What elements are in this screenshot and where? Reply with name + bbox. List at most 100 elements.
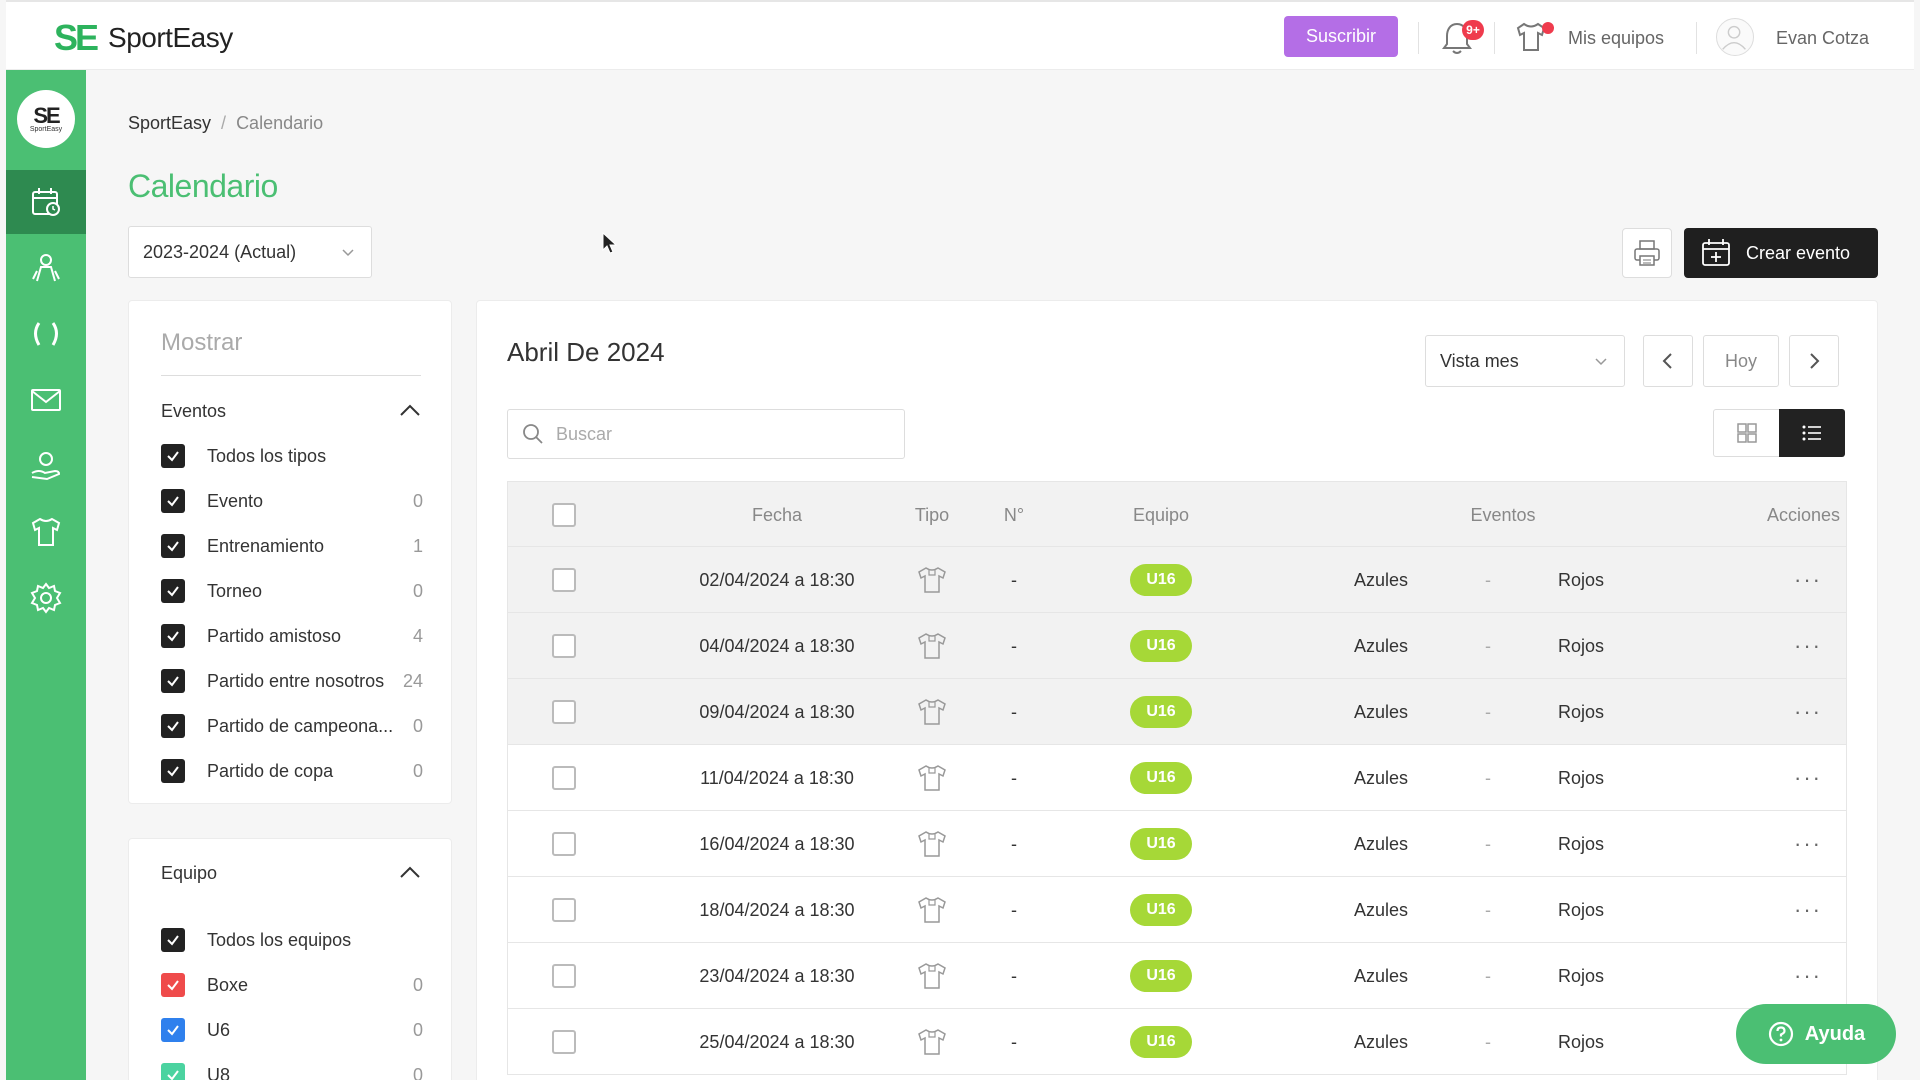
chevron-up-icon[interactable] xyxy=(399,865,421,879)
checkbox-checked[interactable] xyxy=(161,624,185,648)
brand-logo[interactable]: SE SportEasy xyxy=(54,20,233,56)
select-all-checkbox[interactable] xyxy=(552,503,576,527)
sidebar-item-payments[interactable] xyxy=(6,434,86,498)
checkbox-checked[interactable] xyxy=(161,489,185,513)
event-number: - xyxy=(1011,767,1017,788)
search-input[interactable] xyxy=(556,423,876,445)
help-button[interactable]: Ayuda xyxy=(1736,1004,1896,1064)
filter-event-tournament[interactable]: Torneo 0 xyxy=(161,578,423,604)
checkbox-checked[interactable] xyxy=(161,1063,185,1080)
user-name[interactable]: Evan Cotza xyxy=(1776,28,1870,48)
more-actions-icon[interactable]: ··· xyxy=(1794,633,1822,658)
row-checkbox[interactable] xyxy=(552,634,576,658)
filter-team-u8[interactable]: U8 0 xyxy=(161,1062,423,1080)
row-checkbox[interactable] xyxy=(552,700,576,724)
view-select[interactable]: Vista mes xyxy=(1425,335,1625,387)
breadcrumb-current: Calendario xyxy=(236,113,324,133)
team-badge: U16 xyxy=(1130,1026,1192,1058)
checkbox-checked[interactable] xyxy=(161,534,185,558)
row-checkbox[interactable] xyxy=(552,832,576,856)
grid-view-button[interactable] xyxy=(1713,409,1781,457)
event-date[interactable]: 11/04/2024 a 18:30 xyxy=(700,767,854,788)
row-checkbox[interactable] xyxy=(552,766,576,790)
checkbox-checked[interactable] xyxy=(161,928,185,952)
print-button[interactable] xyxy=(1622,228,1672,278)
more-actions-icon[interactable]: ··· xyxy=(1794,897,1822,922)
sidebar-item-team[interactable] xyxy=(6,500,86,564)
row-select-cell xyxy=(552,679,576,745)
checkbox-checked[interactable] xyxy=(161,1018,185,1042)
previous-month-button[interactable] xyxy=(1643,335,1693,387)
chevron-right-icon xyxy=(1810,353,1820,369)
today-button[interactable]: Hoy xyxy=(1703,335,1779,387)
filter-event-evento[interactable]: Evento 0 xyxy=(161,488,423,514)
table-row[interactable]: 18/04/2024 a 18:30 - U16 Azules - Rojos ··· xyxy=(507,877,1847,943)
more-actions-icon[interactable]: ··· xyxy=(1794,567,1822,592)
checkbox-checked[interactable] xyxy=(161,669,185,693)
filter-team-boxe[interactable]: Boxe 0 xyxy=(161,972,423,998)
checkbox-checked[interactable] xyxy=(161,444,185,468)
my-teams-link[interactable]: Mis equipos xyxy=(1568,28,1665,48)
table-row[interactable]: 23/04/2024 a 18:30 - U16 Azules - Rojos ··· xyxy=(507,943,1847,1009)
breadcrumb-root[interactable]: SportEasy xyxy=(128,113,212,133)
table-row[interactable]: 11/04/2024 a 18:30 - U16 Azules - Rojos ··· xyxy=(507,745,1847,811)
sidebar-logo[interactable]: SE SportEasy xyxy=(17,90,75,148)
more-actions-icon[interactable]: ··· xyxy=(1794,831,1822,856)
checkbox-checked[interactable] xyxy=(161,579,185,603)
avatar[interactable] xyxy=(1716,18,1754,56)
shirt-icon[interactable] xyxy=(1514,20,1548,54)
sidebar-item-settings[interactable] xyxy=(6,566,86,630)
more-actions-icon[interactable]: ··· xyxy=(1794,963,1822,988)
table-row[interactable]: 04/04/2024 a 18:30 - U16 Azules - Rojos ··· xyxy=(507,613,1847,679)
filter-team-all[interactable]: Todos los equipos xyxy=(161,927,423,953)
row-checkbox[interactable] xyxy=(552,898,576,922)
row-checkbox[interactable] xyxy=(552,568,576,592)
subscribe-button[interactable]: Suscribir xyxy=(1284,16,1398,57)
events-section-title[interactable]: Eventos xyxy=(161,401,227,421)
team-cell: U16 xyxy=(1108,1009,1214,1075)
more-actions-icon[interactable]: ··· xyxy=(1794,699,1822,724)
season-select[interactable]: 2023-2024 (Actual) xyxy=(128,226,372,278)
filter-event-championship[interactable]: Partido de campeona... 0 xyxy=(161,713,423,739)
table-row[interactable]: 02/04/2024 a 18:30 - U16 Azules - Rojos ··· xyxy=(507,547,1847,613)
checkbox-checked[interactable] xyxy=(161,973,185,997)
header-date[interactable]: Fecha xyxy=(751,504,803,525)
row-checkbox[interactable] xyxy=(552,964,576,988)
header-team[interactable]: Equipo xyxy=(1132,504,1190,525)
event-date[interactable]: 18/04/2024 a 18:30 xyxy=(699,899,855,920)
create-event-button[interactable]: Crear evento xyxy=(1684,228,1878,278)
checkbox-checked[interactable] xyxy=(161,759,185,783)
filter-event-training[interactable]: Entrenamiento 1 xyxy=(161,533,423,559)
next-month-button[interactable] xyxy=(1789,335,1839,387)
chevron-up-icon[interactable] xyxy=(399,403,421,417)
header-number[interactable]: N° xyxy=(1003,504,1025,525)
sidebar-item-members[interactable] xyxy=(6,236,86,300)
sidebar-item-calendar[interactable] xyxy=(6,170,86,234)
team-filter-panel: Equipo Todos los equipos Boxe 0 U6 0 U8 0 xyxy=(128,838,452,1080)
event-date[interactable]: 04/04/2024 a 18:30 xyxy=(699,635,855,656)
checkbox-checked[interactable] xyxy=(161,714,185,738)
event-date[interactable]: 02/04/2024 a 18:30 xyxy=(699,569,855,590)
more-actions-icon[interactable]: ··· xyxy=(1794,765,1822,790)
filter-event-all[interactable]: Todos los tipos xyxy=(161,443,423,469)
sidebar-item-messages[interactable] xyxy=(6,368,86,432)
search-field[interactable] xyxy=(507,409,905,459)
row-checkbox[interactable] xyxy=(552,1030,576,1054)
sidebar-item-competitions[interactable] xyxy=(6,302,86,366)
event-date[interactable]: 23/04/2024 a 18:30 xyxy=(699,965,855,986)
match-separator: - xyxy=(1485,635,1491,656)
filter-event-friendly[interactable]: Partido amistoso 4 xyxy=(161,623,423,649)
header-type[interactable]: Tipo xyxy=(914,504,950,525)
event-date[interactable]: 16/04/2024 a 18:30 xyxy=(699,833,855,854)
event-date[interactable]: 25/04/2024 a 18:30 xyxy=(699,1031,855,1052)
table-row[interactable]: 16/04/2024 a 18:30 - U16 Azules - Rojos ··· xyxy=(507,811,1847,877)
filter-team-u6[interactable]: U6 0 xyxy=(161,1017,423,1043)
table-row[interactable]: 09/04/2024 a 18:30 - U16 Azules - Rojos ··· xyxy=(507,679,1847,745)
filter-event-internal[interactable]: Partido entre nosotros 24 xyxy=(161,668,423,694)
list-view-button[interactable] xyxy=(1779,409,1845,457)
team-section-title[interactable]: Equipo xyxy=(161,863,218,883)
event-date[interactable]: 09/04/2024 a 18:30 xyxy=(699,701,855,722)
filter-event-cup[interactable]: Partido de copa 0 xyxy=(161,758,423,784)
header-events[interactable]: Eventos xyxy=(1470,504,1536,525)
